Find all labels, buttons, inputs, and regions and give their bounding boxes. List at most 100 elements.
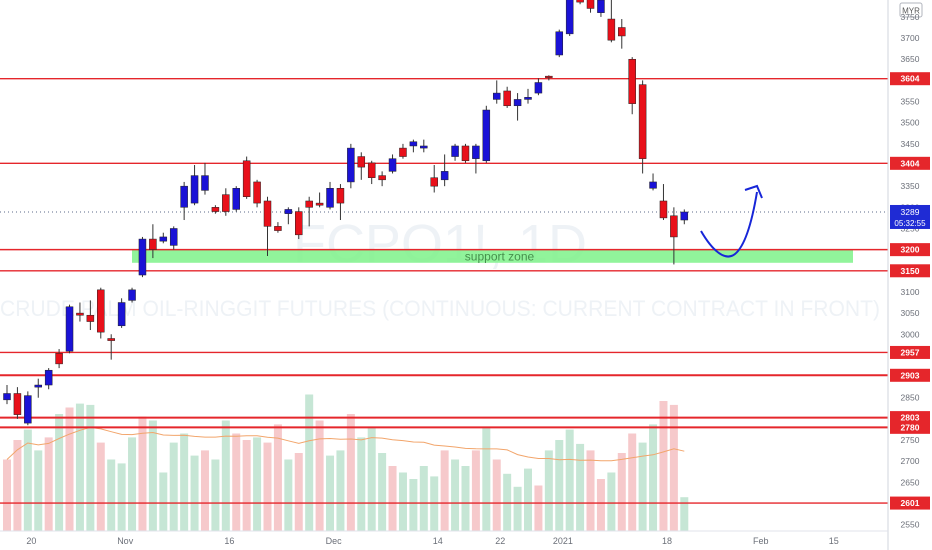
candle-body	[399, 147, 407, 157]
time-tick-label: Nov	[117, 536, 134, 546]
current-price-text: 3289	[901, 207, 920, 217]
candle-body	[367, 162, 376, 178]
price-tick-label: 3050	[901, 308, 920, 318]
candle-body	[420, 145, 428, 149]
volume-bar	[367, 427, 376, 531]
candle-body	[97, 289, 105, 333]
volume-bar	[315, 420, 324, 531]
volume-bar	[461, 466, 470, 531]
volume-bar	[263, 442, 272, 531]
time-tick-label: 15	[829, 536, 839, 546]
volume-bar	[44, 437, 53, 531]
level-tag	[890, 345, 930, 359]
candle-body	[388, 158, 397, 172]
volume-bar	[440, 450, 449, 531]
candle-body	[107, 338, 115, 341]
candle-body	[628, 58, 636, 104]
time-axis[interactable]: 20 Nov 16 Dec 14 22 2021 18 Feb 15	[0, 530, 888, 546]
candle-body	[482, 109, 491, 162]
time-tick-label: 2021	[553, 536, 573, 546]
candle-body	[253, 181, 261, 204]
candle-body	[472, 145, 480, 159]
volume-bar	[409, 479, 418, 531]
volume-bar	[524, 468, 532, 531]
volume-bar	[336, 450, 345, 531]
level-tag-text: 3200	[901, 245, 920, 255]
candle-body	[638, 84, 647, 159]
volume-bar	[128, 437, 137, 531]
volume-bar	[586, 450, 595, 531]
volume-bar	[638, 442, 647, 531]
volume-bar	[86, 404, 95, 531]
forecast-curve	[700, 191, 758, 258]
candle-body	[222, 194, 230, 212]
volume-bar	[596, 479, 605, 531]
level-tag-text: 3150	[901, 266, 920, 276]
level-tag-text: 2780	[901, 422, 920, 432]
watermark-symbol: FCPO1!, 1D	[293, 214, 587, 274]
candle-body	[128, 289, 136, 301]
candle-body	[13, 393, 22, 415]
support-zone-rect	[132, 249, 853, 263]
time-tick-label: 18	[662, 536, 672, 546]
candle-body	[534, 82, 543, 94]
volume-bar	[513, 486, 522, 531]
volume-bar	[148, 420, 157, 531]
price-tick-label: 2550	[901, 520, 920, 530]
volume-bar	[628, 433, 637, 531]
currency-box[interactable]	[899, 2, 923, 18]
candle-body	[503, 90, 511, 107]
volume-bar	[65, 407, 74, 531]
candle-body	[524, 97, 532, 100]
candle-body	[190, 175, 199, 204]
level-tag	[890, 420, 930, 434]
price-tick-label: 3750	[901, 12, 920, 22]
volume-bar	[211, 459, 220, 531]
candle-body	[461, 145, 470, 162]
candle-body	[232, 188, 240, 210]
volume-bar	[398, 472, 407, 531]
candle-body	[3, 393, 11, 401]
support-zone-label: support zone	[465, 250, 535, 264]
price-tick-label: 3700	[901, 33, 920, 43]
candle-body	[295, 211, 303, 236]
time-tick-label: 22	[495, 536, 505, 546]
candle-body	[76, 312, 84, 316]
price-axis[interactable]: MYR 255026002650270027502800285029002950…	[887, 0, 932, 550]
volume-layer	[3, 394, 689, 531]
price-tick-label: 3100	[901, 287, 920, 297]
volume-bar	[419, 466, 428, 531]
time-tick-label: 14	[433, 536, 443, 546]
level-tag	[890, 243, 930, 257]
candle-body	[86, 314, 95, 322]
level-tag-text: 3604	[901, 74, 920, 84]
level-tag	[890, 264, 930, 278]
candle-body	[409, 141, 418, 147]
volume-bar	[107, 459, 116, 531]
forecast-arrowhead	[744, 184, 763, 199]
price-tick-label: 2650	[901, 477, 920, 487]
volume-bar	[659, 401, 668, 531]
volume-bar	[378, 453, 387, 531]
candle-body	[618, 27, 626, 37]
level-tag	[890, 368, 930, 382]
candle-body	[680, 211, 689, 221]
volume-bar	[34, 450, 43, 531]
candle-body	[597, 0, 605, 13]
candle-body	[586, 0, 595, 9]
volume-bar	[117, 463, 126, 531]
volume-bar	[305, 394, 314, 531]
candle-body	[315, 202, 324, 206]
volume-bar	[273, 424, 282, 531]
candle-body	[180, 185, 188, 208]
price-tick-label: 3650	[901, 54, 920, 64]
candle-body	[201, 175, 209, 191]
volume-bar	[75, 403, 84, 531]
volume-bar	[492, 459, 501, 531]
time-tick-label: Feb	[753, 536, 769, 546]
candle-body	[263, 200, 272, 227]
volume-bar	[138, 416, 147, 531]
volume-bar	[471, 450, 480, 531]
currency-label: MYR	[902, 7, 920, 16]
